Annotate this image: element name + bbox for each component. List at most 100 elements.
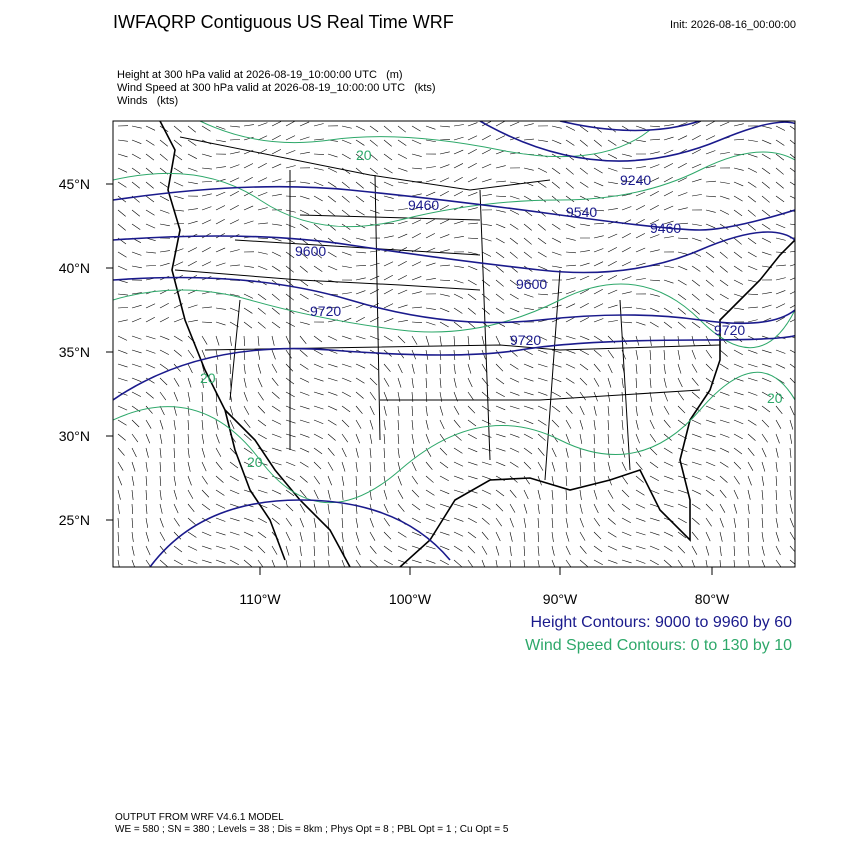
barb: [215, 517, 226, 522]
barb: [523, 447, 533, 455]
barb: [663, 377, 667, 388]
barb: [201, 125, 211, 132]
barb: [453, 405, 460, 415]
barb: [369, 209, 380, 214]
barb: [565, 545, 571, 556]
barb: [243, 405, 250, 415]
barb: [131, 181, 140, 189]
barb: [229, 151, 240, 155]
barb: [145, 153, 155, 161]
barb: [621, 246, 631, 253]
barb: [187, 531, 197, 538]
barb: [117, 531, 120, 542]
barb: [733, 475, 740, 485]
barb: [215, 218, 225, 225]
barb: [607, 181, 618, 184]
barb: [747, 433, 756, 441]
barb: [719, 489, 727, 498]
barb: [145, 531, 150, 542]
barb: [145, 195, 155, 203]
barb: [215, 531, 226, 536]
barb: [369, 181, 379, 188]
barb: [705, 517, 712, 527]
barb: [663, 265, 674, 268]
barb: [201, 193, 212, 197]
barb: [369, 559, 378, 567]
barb: [537, 167, 548, 173]
barb: [453, 559, 462, 567]
barb: [551, 223, 561, 230]
barb: [677, 489, 688, 494]
barb: [747, 419, 757, 426]
barb: [425, 559, 436, 564]
barb: [635, 307, 646, 310]
barb: [425, 218, 435, 225]
barb: [411, 363, 415, 374]
barb: [411, 447, 416, 458]
barb: [243, 419, 251, 428]
barb: [551, 419, 560, 428]
barb: [495, 419, 506, 424]
barb: [215, 363, 218, 374]
barb: [243, 517, 254, 522]
barb: [355, 277, 366, 281]
barb: [271, 433, 282, 438]
barb: [593, 349, 602, 357]
barb: [761, 167, 771, 175]
barb: [761, 559, 766, 567]
barb: [747, 349, 758, 354]
barb: [383, 167, 393, 174]
barb: [789, 181, 795, 186]
barb: [551, 531, 554, 542]
barb: [761, 405, 771, 413]
barb: [425, 307, 436, 310]
barb: [201, 531, 212, 537]
barb: [677, 192, 688, 197]
barb: [719, 121, 730, 127]
barb: [705, 503, 714, 512]
barb: [341, 304, 352, 309]
barb: [439, 461, 449, 469]
barb: [383, 139, 392, 147]
footer-line: WE = 580 ; SN = 380 ; Levels = 38 ; Dis …: [115, 824, 509, 835]
barb: [397, 531, 407, 538]
barb: [677, 377, 683, 388]
barb: [649, 321, 659, 328]
barb: [299, 223, 309, 230]
barb: [369, 531, 376, 541]
barb: [201, 206, 212, 211]
barb: [467, 363, 472, 374]
barb: [551, 349, 562, 354]
barb: [565, 303, 576, 309]
barb: [635, 125, 646, 130]
barb: [187, 377, 192, 388]
barb: [691, 134, 701, 141]
barb: [299, 405, 310, 410]
barb: [285, 517, 293, 527]
barb: [789, 433, 793, 444]
barb: [173, 167, 183, 174]
barb: [663, 220, 674, 225]
barb: [677, 503, 688, 509]
barb: [593, 419, 596, 430]
title: IWFAQRP Contiguous US Real Time WRF: [113, 12, 454, 32]
barb: [215, 166, 226, 169]
barb: [509, 251, 518, 259]
barb: [467, 207, 478, 211]
barb: [481, 363, 488, 373]
barb: [509, 433, 520, 438]
barb: [173, 377, 180, 387]
barb: [341, 153, 351, 160]
barb: [313, 265, 323, 272]
barb: [551, 461, 556, 472]
barb: [649, 391, 653, 402]
barb: [705, 307, 715, 314]
barb: [467, 251, 478, 255]
barb: [173, 517, 180, 527]
barb: [467, 475, 478, 480]
barb: [187, 181, 198, 185]
barb: [733, 531, 736, 542]
barb: [145, 265, 156, 267]
barb: [565, 139, 575, 146]
barb: [467, 307, 476, 315]
